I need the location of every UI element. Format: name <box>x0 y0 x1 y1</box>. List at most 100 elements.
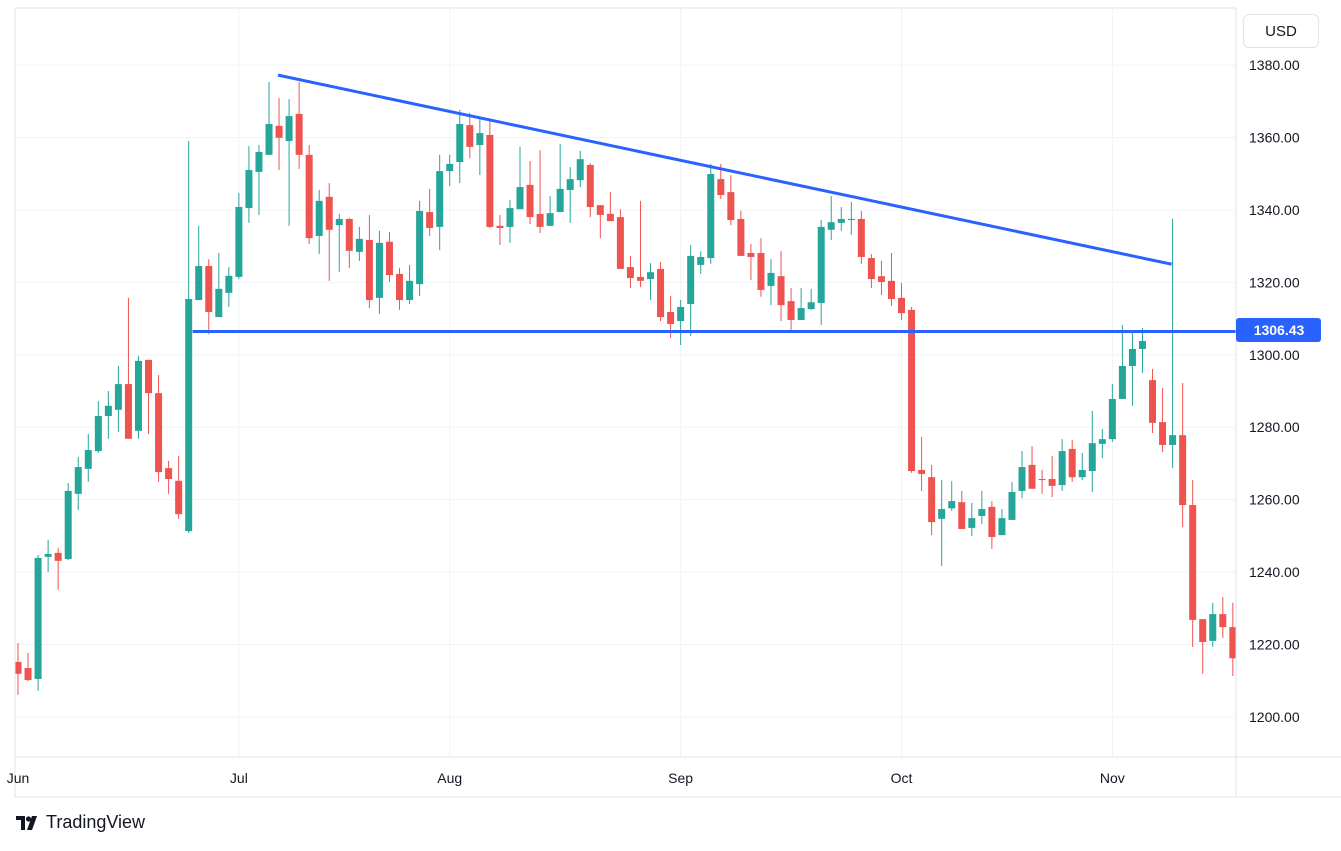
y-tick-label: 1380.00 <box>1249 57 1300 73</box>
candle-up <box>837 206 845 231</box>
candle-body <box>416 210 424 285</box>
candle-up <box>767 259 775 306</box>
candle-down <box>857 210 865 264</box>
candle-up <box>355 226 363 261</box>
candle-body <box>516 187 524 210</box>
drawings[interactable] <box>192 73 1236 333</box>
candle-down <box>14 643 22 695</box>
candle-body <box>134 360 142 431</box>
x-tick-label: Jun <box>7 770 30 786</box>
candle-down <box>1028 446 1036 489</box>
candle-up <box>968 502 976 536</box>
candle-up <box>1169 218 1177 469</box>
candle-up <box>1138 327 1146 373</box>
candle-body <box>697 256 705 265</box>
candle-up <box>1078 452 1086 481</box>
candle-body <box>988 506 996 537</box>
candle-down <box>887 252 895 306</box>
candle-up <box>948 481 956 511</box>
price-axis[interactable]: 1200.00 1220.00 1240.00 1260.00 1280.00 1300.… <box>1249 57 1300 725</box>
candle-body <box>1088 443 1096 472</box>
candle-up <box>215 252 223 318</box>
candle-body <box>616 217 624 269</box>
candle-down <box>205 259 213 335</box>
candle-body <box>797 308 805 320</box>
candle-body <box>1149 380 1157 423</box>
candle-up <box>1209 602 1217 648</box>
candle-up <box>235 192 243 280</box>
candle-body <box>747 252 755 257</box>
candle-down <box>365 214 373 309</box>
candle-down <box>295 82 303 169</box>
candle-down <box>1038 469 1046 494</box>
candle-body <box>817 226 825 303</box>
candle-down <box>898 283 906 320</box>
candle-up <box>707 163 715 264</box>
candle-down <box>175 455 183 519</box>
candle-body <box>466 125 474 147</box>
candle-body <box>837 218 845 223</box>
candle-down <box>636 200 644 288</box>
candle-body <box>636 276 644 281</box>
candle-body <box>757 252 765 290</box>
tradingview-logo[interactable]: TradingView <box>16 812 145 833</box>
candle-body <box>375 242 383 298</box>
y-tick-label: 1240.00 <box>1249 564 1300 580</box>
candle-up <box>1098 429 1106 458</box>
y-tick-label: 1340.00 <box>1249 202 1300 218</box>
candle-down <box>737 210 745 256</box>
candle-body <box>446 163 454 172</box>
candle-up <box>34 555 42 691</box>
candle-up <box>74 456 82 511</box>
candle-body <box>1008 492 1016 520</box>
candle-body <box>777 276 785 306</box>
candle-down <box>918 436 926 491</box>
candle-down <box>536 150 544 234</box>
candle-up <box>978 490 986 524</box>
currency-button[interactable]: USD <box>1243 14 1319 48</box>
candle-down <box>747 243 755 281</box>
candle-up <box>225 267 233 307</box>
candle-up <box>255 145 263 215</box>
candle-up <box>104 390 112 439</box>
candle-body <box>396 273 404 301</box>
candle-body <box>285 116 293 142</box>
candle-body <box>647 272 655 280</box>
candle-body <box>155 393 163 473</box>
candle-body <box>918 469 926 474</box>
candle-down <box>777 251 785 322</box>
candle-down <box>606 192 614 222</box>
candle-body <box>1048 478 1056 486</box>
candle-body <box>54 552 62 561</box>
candle-body <box>958 502 966 529</box>
candle-up <box>114 365 122 432</box>
time-axis[interactable]: Jun Jul Aug Sep Oct Nov <box>7 770 1125 786</box>
candle-down <box>385 231 393 282</box>
candle-down <box>877 260 885 295</box>
candle-down <box>626 255 634 289</box>
candle-down <box>54 548 62 590</box>
candle-body <box>1018 467 1026 491</box>
candle-body <box>807 302 815 310</box>
y-tick-label: 1360.00 <box>1249 129 1300 145</box>
candle-down <box>988 501 996 549</box>
candle-down <box>757 238 765 297</box>
candle-body <box>1028 464 1036 489</box>
trend-line[interactable] <box>277 73 1172 266</box>
candle-up <box>938 480 946 566</box>
candle-up <box>285 99 293 226</box>
candle-body <box>1068 448 1076 478</box>
candle-body <box>606 213 614 222</box>
candle-body <box>94 415 102 452</box>
candle-down <box>727 175 735 226</box>
candle-body <box>536 213 544 227</box>
candle-body <box>1128 348 1136 366</box>
candle-body <box>1058 451 1066 486</box>
chart-frame <box>14 7 1341 798</box>
candle-down <box>657 262 665 322</box>
candle-up <box>687 245 695 336</box>
candle-body <box>175 480 183 515</box>
candle-up <box>195 225 203 301</box>
candle-body <box>978 509 986 516</box>
